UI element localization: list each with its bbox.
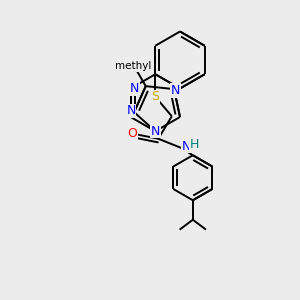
Text: methyl: methyl: [115, 61, 151, 71]
Text: N: N: [182, 140, 191, 153]
Text: S: S: [151, 90, 159, 103]
Text: N: N: [171, 84, 180, 97]
Text: N: N: [127, 104, 136, 117]
Text: H: H: [189, 138, 199, 151]
Text: O: O: [127, 127, 137, 140]
Text: N: N: [130, 82, 139, 95]
Text: N: N: [151, 125, 160, 138]
